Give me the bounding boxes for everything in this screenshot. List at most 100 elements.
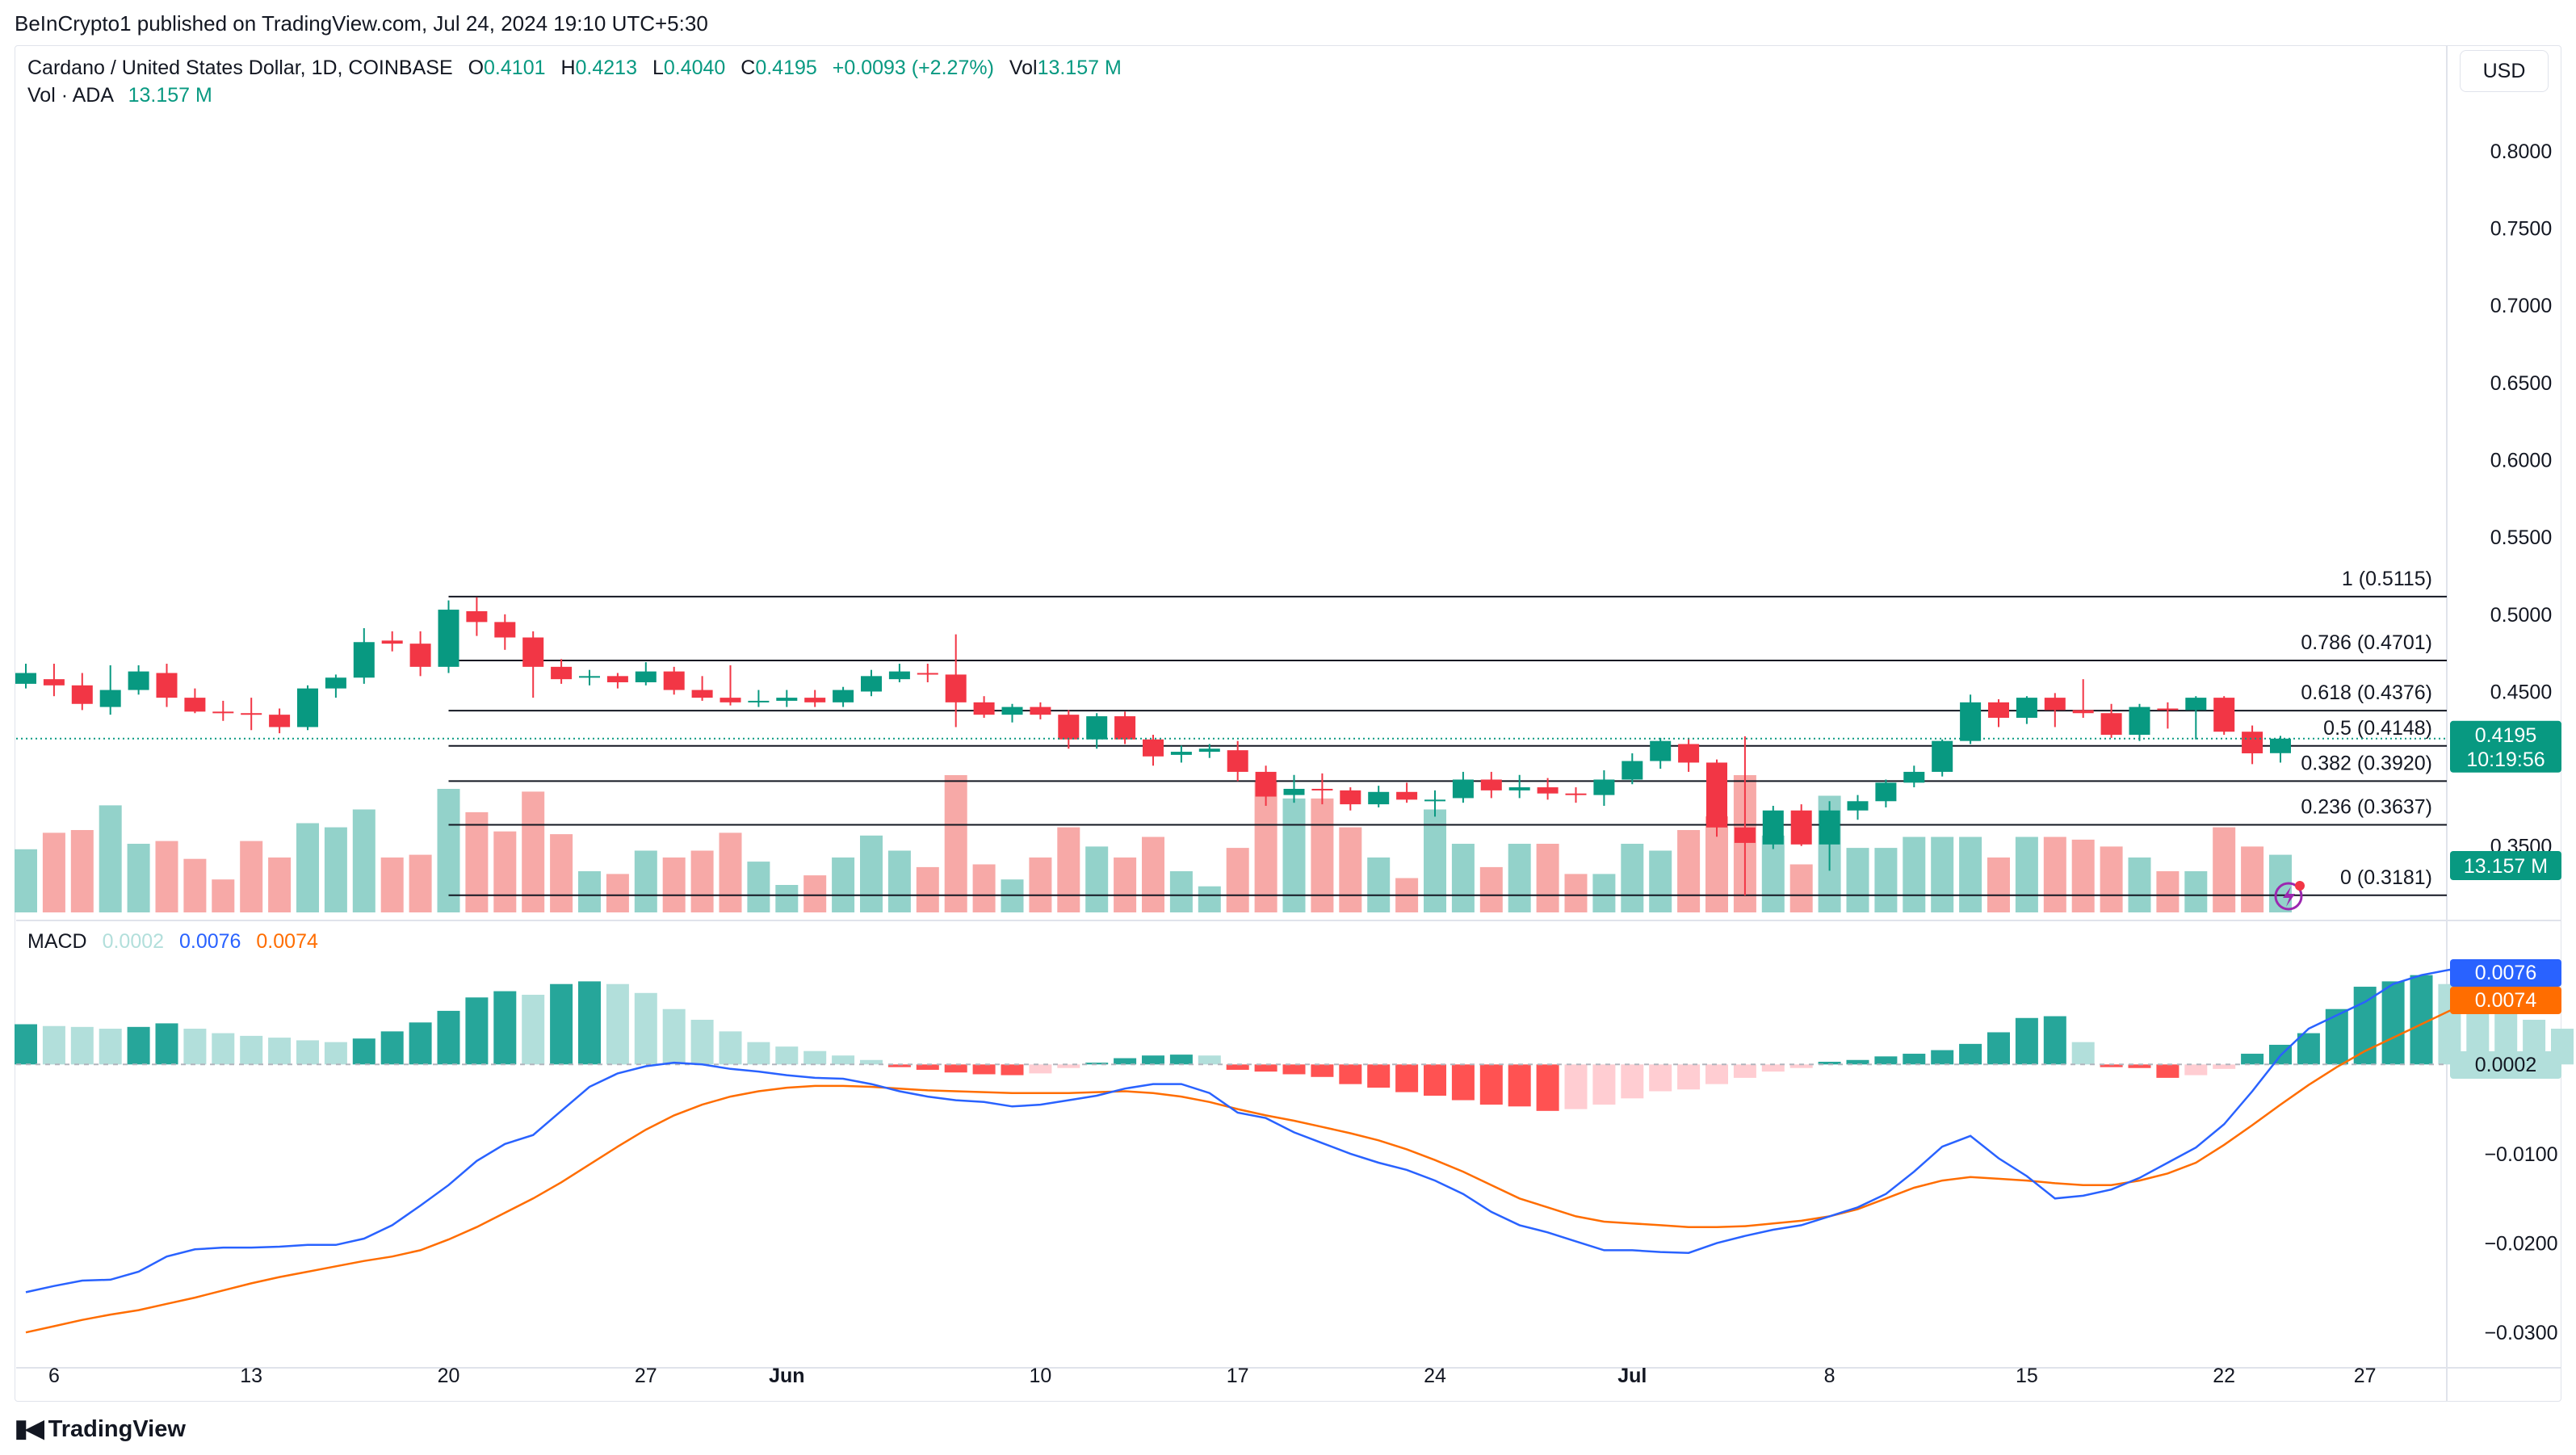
candle-body[interactable] [353, 642, 375, 678]
candle-body[interactable] [1537, 787, 1559, 794]
candle-body[interactable] [1170, 752, 1192, 755]
candle-body[interactable] [2100, 713, 2122, 736]
candle-body[interactable] [1452, 779, 1474, 799]
candle-body[interactable] [1368, 791, 1390, 805]
candle-body[interactable] [1255, 771, 1277, 797]
candle-body[interactable] [1706, 762, 1727, 828]
candle-body[interactable] [2072, 710, 2094, 714]
candle-body[interactable] [606, 676, 628, 682]
footer-brand[interactable]: ▮◀ TradingView [15, 1415, 186, 1443]
candle-body[interactable] [2185, 698, 2207, 711]
candle-body[interactable] [43, 679, 65, 686]
candle-body[interactable] [2213, 698, 2235, 732]
candle-body[interactable] [1086, 716, 1108, 740]
candle-body[interactable] [1114, 716, 1136, 740]
candle-body[interactable] [1283, 788, 1305, 795]
candle-body[interactable] [1480, 779, 1502, 790]
candle-body[interactable] [776, 698, 798, 701]
volume-bar [1649, 850, 1672, 912]
candle-body[interactable] [1762, 810, 1784, 845]
candle-body[interactable] [381, 640, 403, 644]
candle-body[interactable] [1311, 788, 1333, 790]
time-tick-label: 10 [1029, 1365, 1051, 1387]
candle-body[interactable] [184, 698, 206, 712]
candle-body[interactable] [1508, 787, 1530, 790]
candle-body[interactable] [325, 677, 346, 689]
candle-body[interactable] [2242, 732, 2263, 753]
candle-body[interactable] [748, 700, 770, 702]
candle-body[interactable] [1678, 744, 1700, 763]
macd-histogram-bar [1226, 1064, 1249, 1070]
candle-body[interactable] [1227, 750, 1248, 772]
candle-body[interactable] [409, 644, 431, 667]
candle-body[interactable] [466, 610, 488, 623]
candle-body[interactable] [2270, 738, 2291, 753]
candle-body[interactable] [2016, 698, 2037, 718]
candle-body[interactable] [1030, 707, 1051, 715]
candle-body[interactable] [269, 715, 291, 728]
candle-body[interactable] [1593, 779, 1615, 795]
candle-body[interactable] [945, 674, 967, 702]
macd-histogram-bar [15, 1024, 37, 1065]
candle-body[interactable] [720, 698, 741, 702]
candle-body[interactable] [494, 622, 516, 638]
symbol-name[interactable]: Cardano / United States Dollar, 1D, COIN… [27, 57, 453, 79]
price-tick-label: 0.7000 [2490, 295, 2552, 317]
candle-body[interactable] [1819, 810, 1840, 845]
candle-body[interactable] [1340, 790, 1361, 805]
candle-body[interactable] [804, 698, 826, 702]
candle-body[interactable] [1424, 799, 1445, 802]
candle-body[interactable] [99, 690, 121, 707]
candle-body[interactable] [1198, 748, 1220, 753]
candle-body[interactable] [2157, 708, 2179, 711]
candle-body[interactable] [861, 676, 882, 692]
candle-body[interactable] [1622, 761, 1643, 780]
price-tick-label: 0.7500 [2490, 218, 2552, 241]
candle-body[interactable] [1565, 793, 1587, 795]
macd-label[interactable]: MACD [27, 930, 87, 953]
candle-body[interactable] [635, 671, 657, 682]
candle-body[interactable] [973, 702, 995, 715]
candle-body[interactable] [2129, 707, 2150, 736]
macd-histogram-bar [2381, 981, 2405, 1065]
volume-bar [1085, 846, 1109, 912]
candle-body[interactable] [1988, 702, 2009, 718]
candle-body[interactable] [156, 673, 178, 698]
candle-body[interactable] [1790, 810, 1812, 845]
candle-body[interactable] [438, 610, 459, 667]
candle-body[interactable] [1875, 782, 1897, 802]
candle-body[interactable] [917, 673, 938, 675]
volume-bar [324, 827, 347, 912]
volume-bar [578, 871, 601, 912]
candle-body[interactable] [241, 713, 262, 715]
candle-body[interactable] [551, 666, 573, 680]
volume-bar [1874, 848, 1898, 912]
price-tick-label: 0.8000 [2490, 140, 2552, 163]
volume-indicator-label[interactable]: Vol · ADA [27, 84, 113, 107]
candle-body[interactable] [663, 671, 685, 690]
candle-body[interactable] [297, 688, 318, 728]
candle-body[interactable] [1960, 702, 1982, 741]
candle-body[interactable] [691, 690, 713, 698]
candle-body[interactable] [888, 671, 910, 680]
candle-body[interactable] [1143, 739, 1164, 757]
candle-body[interactable] [1932, 740, 1953, 772]
candle-body[interactable] [1001, 707, 1023, 715]
candle-body[interactable] [2044, 698, 2066, 711]
candle-body[interactable] [71, 685, 93, 704]
candle-body[interactable] [1396, 791, 1418, 800]
candle-body[interactable] [15, 673, 36, 684]
candle-body[interactable] [522, 637, 544, 667]
candle-body[interactable] [1734, 827, 1756, 843]
candle-body[interactable] [833, 690, 854, 702]
lightning-icon[interactable] [2274, 882, 2303, 911]
candle-body[interactable] [128, 671, 149, 690]
candle-body[interactable] [1650, 740, 1672, 761]
candle-body[interactable] [1847, 801, 1869, 811]
candle-body[interactable] [579, 676, 600, 678]
candle-body[interactable] [1058, 715, 1080, 740]
candle-body[interactable] [1903, 771, 1925, 783]
currency-button[interactable]: USD [2460, 50, 2549, 92]
candle-body[interactable] [212, 711, 234, 714]
